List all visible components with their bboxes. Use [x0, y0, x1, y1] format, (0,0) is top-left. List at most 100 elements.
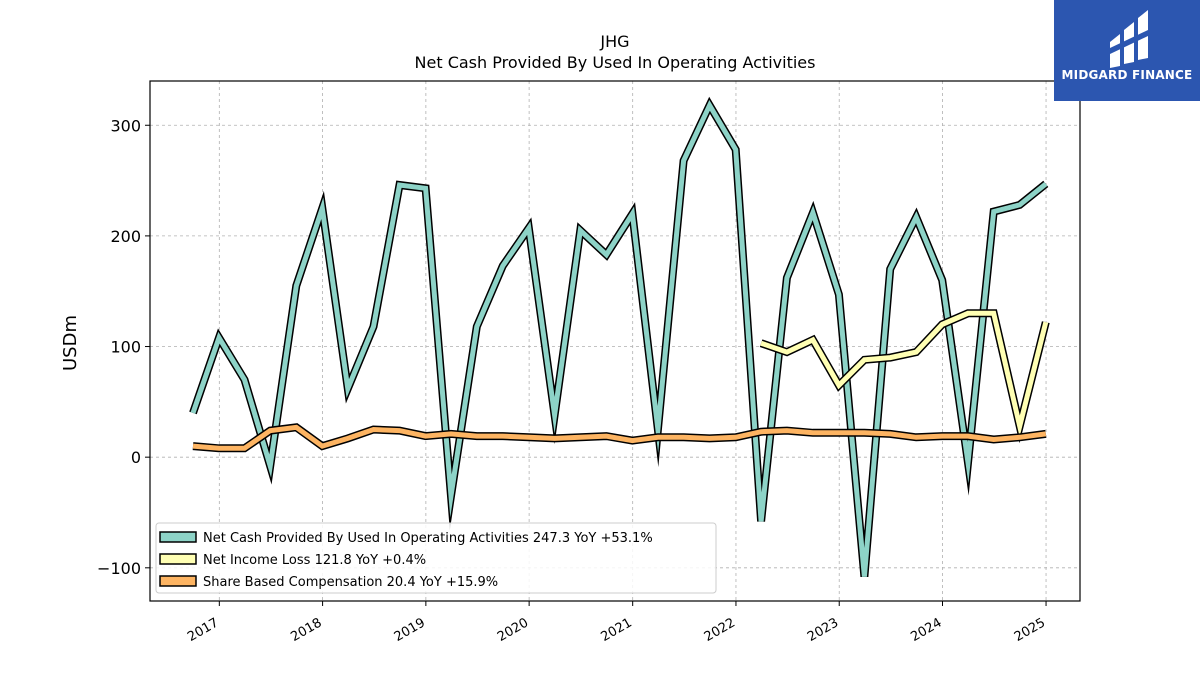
y-tick-label: 200 [110, 227, 141, 246]
data-point [450, 494, 453, 497]
x-tick-label: 2019 [392, 615, 428, 645]
data-point [811, 431, 814, 434]
data-point [295, 284, 298, 287]
legend-label: Share Based Compensation 20.4 YoY +15.9% [203, 575, 498, 590]
data-point [192, 445, 195, 448]
data-point [579, 436, 582, 439]
data-point [527, 436, 530, 439]
data-point [889, 268, 892, 271]
data-point [1018, 425, 1021, 428]
legend: Net Cash Provided By Used In Operating A… [155, 522, 717, 594]
data-point [424, 187, 427, 190]
data-point [1018, 436, 1021, 439]
data-point [889, 356, 892, 359]
data-point [785, 276, 788, 279]
data-point [295, 426, 298, 429]
y-tick-label: 0 [131, 448, 141, 467]
series-outline-1 [759, 309, 1050, 444]
data-point [734, 148, 737, 151]
y-tick-label: 300 [110, 116, 141, 135]
data-point [269, 465, 272, 468]
data-point [734, 436, 737, 439]
data-point [941, 435, 944, 438]
data-point [192, 411, 195, 414]
data-point [967, 461, 970, 464]
data-point [1018, 203, 1021, 206]
x-tick-label: 2022 [702, 615, 738, 645]
data-point [424, 435, 427, 438]
legend-swatch [159, 575, 197, 587]
plot-frame [149, 80, 1081, 602]
data-point [321, 207, 324, 210]
x-tick-label: 2023 [805, 615, 841, 645]
data-point [631, 439, 634, 442]
data-point [605, 253, 608, 256]
data-point [863, 358, 866, 361]
data-point [501, 435, 504, 438]
data-point [475, 325, 478, 328]
data-point [372, 428, 375, 431]
x-tick-label: 2020 [495, 615, 531, 645]
legend-label: Net Income Loss 121.8 YoY +0.4% [203, 553, 426, 568]
legend-box [155, 522, 717, 594]
x-tick-label: 2018 [288, 615, 324, 645]
data-point [889, 432, 892, 435]
data-point [682, 159, 685, 162]
brand-name: MIDGARD FINANCE [1061, 68, 1193, 82]
data-point [785, 351, 788, 354]
chart-subtitle: Net Cash Provided By Used In Operating A… [415, 53, 816, 72]
data-point [941, 323, 944, 326]
data-point [579, 229, 582, 232]
series-layer [189, 96, 1050, 578]
x-tick-label: 2025 [1012, 615, 1048, 645]
data-point [656, 428, 659, 431]
data-point [553, 437, 556, 440]
data-point [811, 211, 814, 214]
data-point [1044, 432, 1047, 435]
data-point [346, 437, 349, 440]
data-point [527, 227, 530, 230]
data-point [1044, 321, 1047, 324]
data-point [218, 447, 221, 450]
data-point [915, 436, 918, 439]
data-point [269, 429, 272, 432]
data-point [941, 279, 944, 282]
data-point [837, 431, 840, 434]
data-point [372, 325, 375, 328]
data-point [346, 387, 349, 390]
data-point [708, 437, 711, 440]
data-point [475, 435, 478, 438]
data-point [992, 210, 995, 213]
y-axis-label: USDm [60, 315, 81, 371]
series-line-1 [760, 310, 1049, 437]
data-point [243, 447, 246, 450]
data-point [708, 104, 711, 107]
legend-swatch [159, 553, 197, 565]
data-point [501, 264, 504, 267]
chart-title: JHG [599, 32, 629, 51]
series-outline-0 [189, 96, 1049, 578]
x-tick-label: 2017 [185, 615, 221, 645]
data-point [1044, 182, 1047, 185]
data-point [553, 414, 556, 417]
data-point [631, 212, 634, 215]
y-tick-label: 100 [110, 338, 141, 357]
x-tick-label: 2021 [599, 615, 635, 645]
data-point [785, 429, 788, 432]
data-point [837, 384, 840, 387]
data-point [656, 436, 659, 439]
series-line-2 [192, 424, 1047, 451]
data-point [450, 432, 453, 435]
legend-label: Net Cash Provided By Used In Operating A… [203, 531, 653, 546]
data-point [967, 312, 970, 315]
data-point [398, 429, 401, 432]
brand-mark-icon [1110, 10, 1148, 68]
data-point [682, 436, 685, 439]
data-point [398, 184, 401, 187]
data-point [863, 431, 866, 434]
data-point [218, 336, 221, 339]
data-point [243, 378, 246, 381]
data-point [915, 216, 918, 219]
legend-swatch [159, 531, 197, 543]
